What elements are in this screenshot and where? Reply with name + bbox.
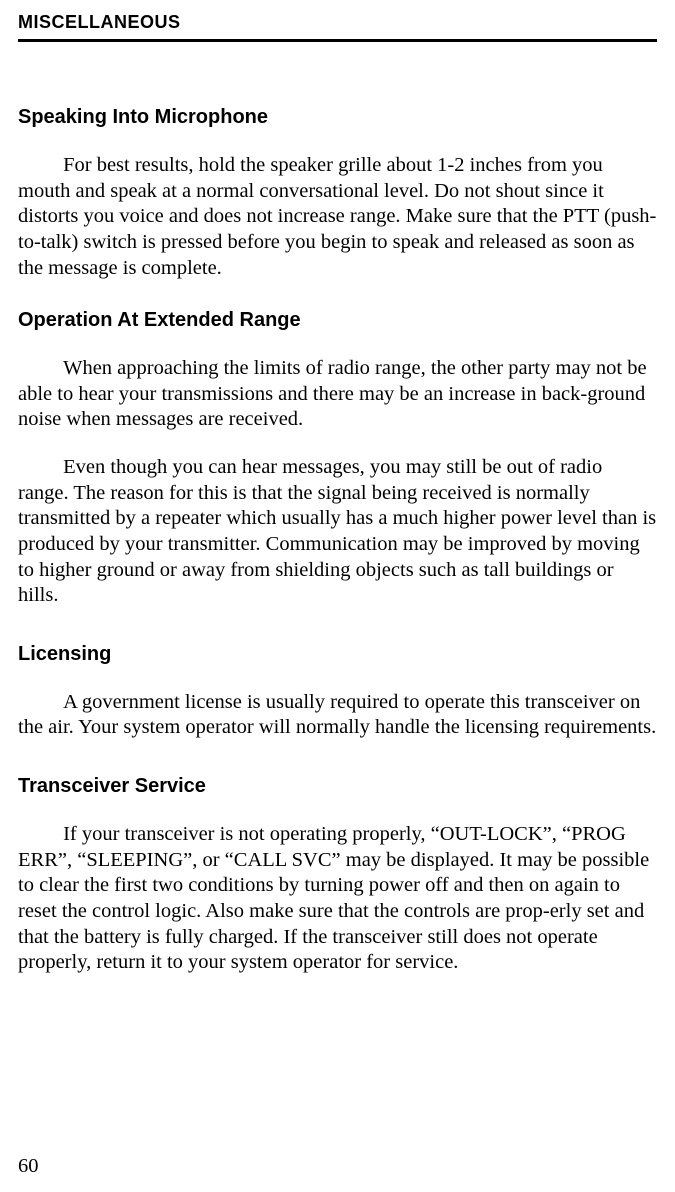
paragraph: When approaching the limits of radio ran…	[18, 356, 657, 433]
running-head: MISCELLANEOUS	[18, 12, 657, 39]
header-rule	[18, 39, 657, 42]
paragraph: If your transceiver is not operating pro…	[18, 822, 657, 976]
document-page: MISCELLANEOUS Speaking Into Microphone F…	[0, 0, 675, 1192]
section-title-service: Transceiver Service	[18, 775, 657, 798]
section-title-speaking: Speaking Into Microphone	[18, 106, 657, 129]
page-number: 60	[18, 1155, 39, 1178]
paragraph: A government license is usually required…	[18, 690, 657, 741]
section-title-licensing: Licensing	[18, 643, 657, 666]
section-title-extended: Operation At Extended Range	[18, 309, 657, 332]
paragraph: Even though you can hear messages, you m…	[18, 455, 657, 609]
paragraph: For best results, hold the speaker grill…	[18, 153, 657, 281]
